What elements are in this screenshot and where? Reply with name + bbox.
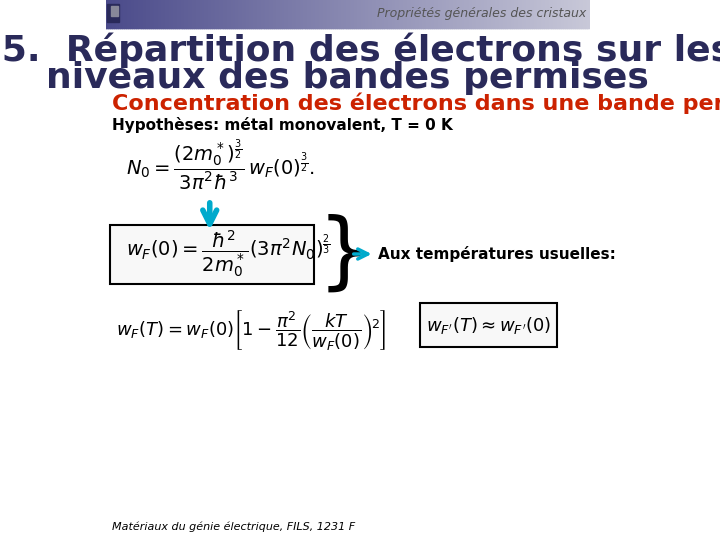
Text: 2.5.  Répartition des électrons sur les: 2.5. Répartition des électrons sur les	[0, 32, 720, 68]
FancyBboxPatch shape	[109, 225, 314, 284]
Text: $w_F(T) = w_F(0)\left[1 - \dfrac{\pi^2}{12}\left(\dfrac{kT}{w_F(0)}\right)^{\!2}: $w_F(T) = w_F(0)\left[1 - \dfrac{\pi^2}{…	[116, 308, 386, 352]
Text: $N_0 = \dfrac{(2m_0^*)^{\frac{3}{2}}}{3\pi^2\hbar^3}\,w_F(0)^{\frac{3}{2}}.$: $N_0 = \dfrac{(2m_0^*)^{\frac{3}{2}}}{3\…	[126, 137, 315, 193]
FancyBboxPatch shape	[420, 303, 557, 347]
Text: Concentration des électrons dans une bande permise:: Concentration des électrons dans une ban…	[112, 92, 720, 114]
Bar	[107, 4, 119, 22]
Text: $\}$: $\}$	[318, 213, 362, 295]
Text: niveaux des bandes permises: niveaux des bandes permises	[46, 61, 649, 95]
Text: $w_{F'}(T) \approx w_{F'}(0)$: $w_{F'}(T) \approx w_{F'}(0)$	[426, 314, 552, 335]
Text: Propriétés générales des cristaux: Propriétés générales des cristaux	[377, 8, 586, 21]
Text: $w_F(0) = \dfrac{\hbar^2}{2m_0^*}(3\pi^2 N_0)^{\frac{2}{3}}$: $w_F(0) = \dfrac{\hbar^2}{2m_0^*}(3\pi^2…	[126, 228, 330, 280]
Bar	[111, 6, 117, 16]
Text: Hypothèses: métal monovalent, T = 0 K: Hypothèses: métal monovalent, T = 0 K	[112, 117, 453, 133]
Text: Matériaux du génie électrique, FILS, 1231 F: Matériaux du génie électrique, FILS, 123…	[112, 522, 356, 532]
Text: Aux températures usuelles:: Aux températures usuelles:	[378, 246, 616, 262]
